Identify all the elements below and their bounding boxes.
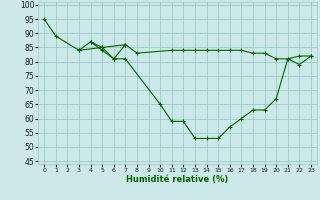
X-axis label: Humidité relative (%): Humidité relative (%): [126, 175, 229, 184]
